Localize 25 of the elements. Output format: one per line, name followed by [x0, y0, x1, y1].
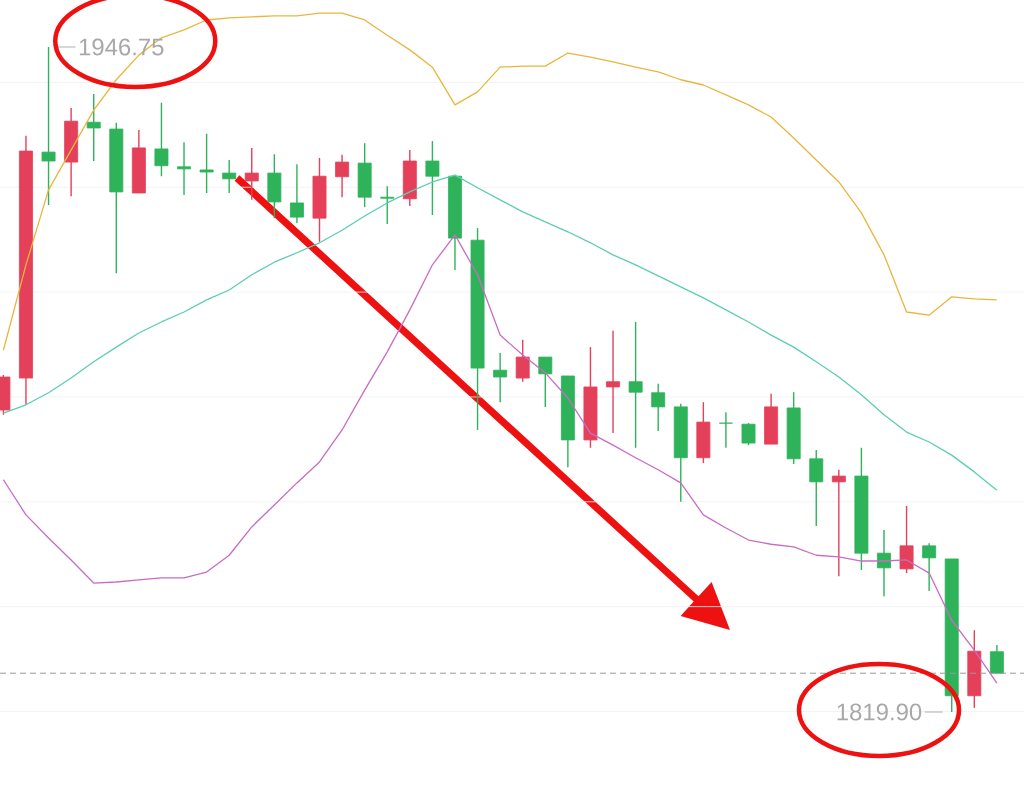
candlestick [289, 163, 304, 224]
candlestick [493, 352, 508, 403]
candlestick [380, 185, 395, 225]
candlestick [515, 339, 530, 383]
candlestick [154, 102, 169, 177]
candlestick [718, 411, 733, 449]
candlestick [606, 330, 620, 434]
candlestick [831, 469, 846, 577]
candlestick [538, 356, 553, 408]
candlestick [199, 133, 214, 194]
candlestick [335, 154, 350, 198]
candlestick [86, 93, 101, 162]
candlestick [628, 321, 643, 449]
candlestick [651, 383, 666, 432]
candlestick [222, 159, 237, 194]
candlestick [922, 542, 937, 592]
candlestick [244, 147, 259, 201]
candlestick [899, 505, 914, 574]
candlestick [741, 422, 756, 446]
candlestick [425, 140, 440, 216]
candlestick [41, 46, 56, 206]
candlestick [177, 141, 191, 196]
annotation: 1819.90 [837, 703, 922, 721]
candlestick [989, 644, 1004, 674]
candlestick [809, 449, 824, 527]
